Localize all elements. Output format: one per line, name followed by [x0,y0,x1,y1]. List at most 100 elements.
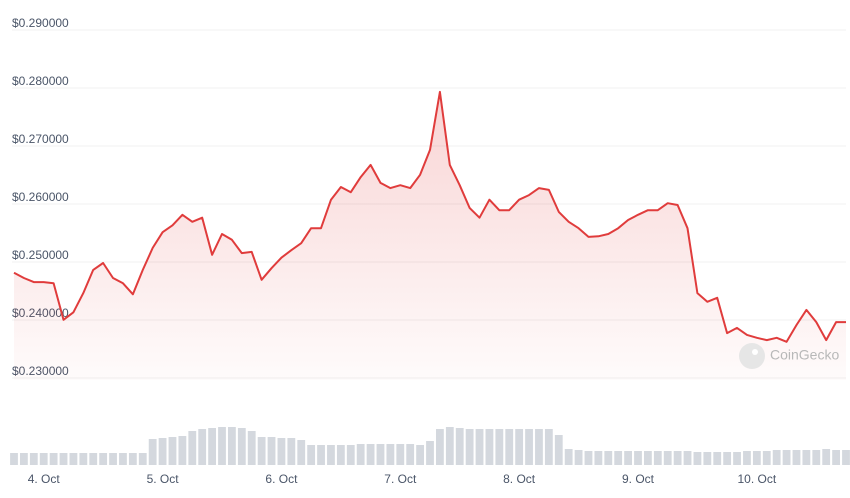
volume-bar [485,429,494,465]
volume-bar [208,428,217,465]
watermark-text: CoinGecko [770,347,839,363]
volume-bar [168,437,177,465]
volume-bar [842,450,850,465]
volume-bar [752,451,761,465]
volume-bar [416,445,425,465]
volume-bar [505,429,514,465]
volume-bar [128,453,137,465]
y-tick-label: $0.270000 [12,132,69,146]
volume-bar [346,445,355,465]
x-tick-label: 6. Oct [265,472,298,486]
volume-bar [554,435,563,465]
volume-bar [604,451,613,465]
volume-bar [802,450,811,465]
volume-bar [525,429,533,465]
volume-bar [178,436,187,465]
volume-bar [297,440,306,465]
volume-bar [624,451,633,465]
volume-bar [39,453,48,465]
volume-bar [634,451,642,465]
volume-bar [317,445,325,465]
y-tick-label: $0.260000 [12,190,69,204]
volume-bar [327,445,335,465]
volume-bar [247,431,256,465]
volume-bar [386,444,395,465]
volume-bar [376,444,385,465]
volume-bar [832,450,841,465]
volume-bar [673,451,682,465]
volume-bar [10,453,18,465]
volume-bar [307,445,316,465]
volume-bar [158,438,167,465]
volume-bar [49,453,58,465]
volume-bar [366,444,375,465]
volume-bar [109,453,117,465]
y-tick-label: $0.250000 [12,248,69,262]
volume-bar [812,450,821,465]
volume-bar [574,450,583,465]
volume-bar [406,444,415,465]
volume-bar [693,452,702,465]
volume-bar [683,451,692,465]
volume-bar [544,429,553,465]
volume-bar [29,453,38,465]
volume-bar [198,429,207,465]
watermark: CoinGecko [739,343,839,369]
x-tick-label: 8. Oct [503,472,536,486]
volume-bar [762,451,771,465]
volume-bar [713,452,722,465]
volume-bar [99,453,108,465]
x-tick-label: 5. Oct [147,472,180,486]
volume-bar [218,427,226,465]
volume-bar [138,453,147,465]
volume-bar [733,452,741,465]
volume-bar [79,453,88,465]
volume-bar [59,453,68,465]
volume-bar [89,453,98,465]
x-tick-label: 7. Oct [384,472,417,486]
y-tick-label: $0.280000 [12,74,69,88]
volume-bar [584,451,593,465]
volume-bar [227,427,236,465]
volume-bar [614,451,623,465]
volume-bar [792,450,801,465]
volume-bar [336,445,345,465]
volume-bar [703,452,712,465]
volume-bar [287,438,296,465]
volume-bar [653,451,662,465]
volume-bar [188,431,197,465]
volume-bar [663,451,672,465]
volume-bar [435,429,444,465]
volume-bar [356,444,365,465]
volume-bar [643,451,652,465]
volume-bar [723,452,732,465]
volume-bar [445,427,454,465]
volume-bar [535,429,543,465]
volume-bar [257,437,266,465]
volume-bar [267,437,276,465]
y-tick-label: $0.290000 [12,16,69,30]
volume-bar [19,453,28,465]
volume-bar [465,429,474,465]
volume-bar [277,438,286,465]
price-line [13,90,846,343]
x-tick-label: 4. Oct [28,472,61,486]
volume-bar [396,444,405,465]
x-tick-label: 9. Oct [622,472,655,486]
volume-bar [743,451,751,465]
volume-bar [426,441,434,465]
volume-bar [119,453,127,465]
volume-bar [822,449,831,465]
volume-bar [564,449,573,465]
x-tick-label: 10. Oct [738,472,777,486]
volume-bar [455,428,464,465]
volume-bar [237,428,246,465]
volume-bar [515,429,524,465]
volume-bar [69,453,78,465]
volume-bar [772,450,781,465]
price-area [14,91,846,381]
volume-bar [148,439,157,465]
volume-bar [475,429,484,465]
